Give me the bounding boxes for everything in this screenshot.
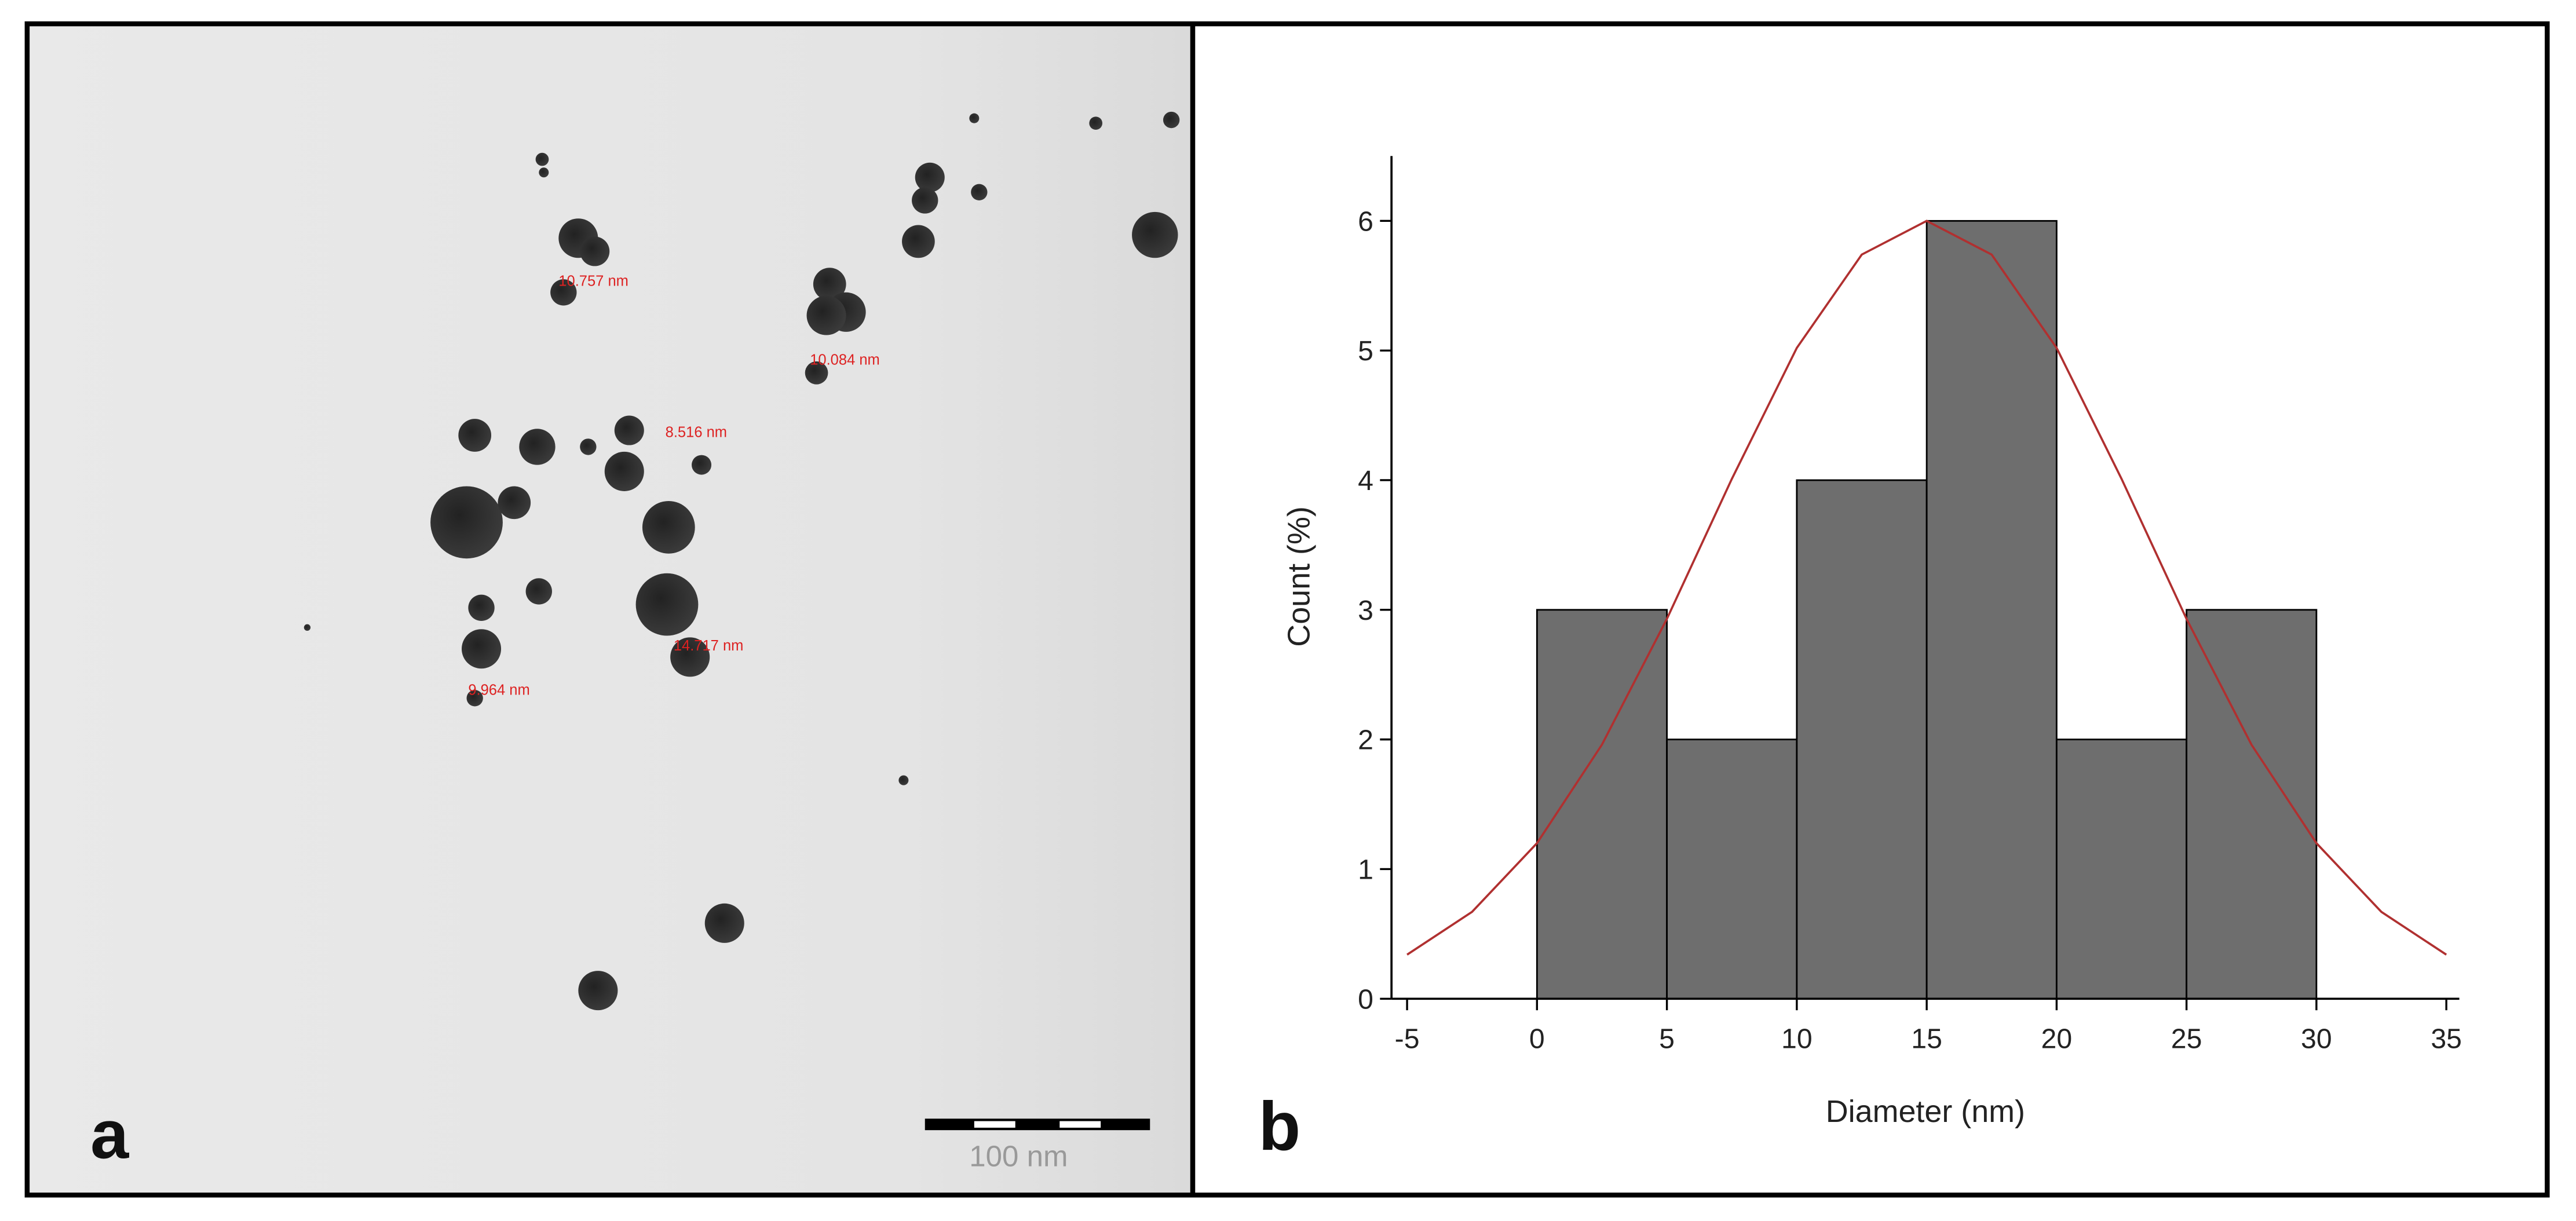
panel-label: b [1258,1088,1300,1165]
x-axis-title: Diameter (nm) [1826,1094,2025,1129]
x-tick-label: 10 [1781,1023,1813,1054]
bar [1536,609,1668,1000]
y-tick-label: 6 [1358,206,1373,237]
x-tick-label: 30 [2301,1023,2332,1054]
x-tick-label: -5 [1395,1023,1420,1054]
y-tick-label: 3 [1358,595,1373,626]
scale-label: 100 nm [969,1140,1068,1173]
panel-label: a [90,1096,129,1173]
frame [24,21,2550,1198]
x-tick-label: 5 [1659,1023,1675,1054]
fit-curve [1406,220,2447,956]
bar [1666,739,1798,1000]
plot: 0 1 2 3 4 5 6 -5 0 5 10 15 20 25 30 35 [1358,156,2462,1054]
size-label: 9.964 nm [468,682,529,699]
x-tick-label: 15 [1911,1023,1942,1054]
scale-bar: 100 nm [925,1118,1150,1173]
bar [2055,739,2188,1000]
particles [304,111,1180,1011]
y-axis-title: Count (%) [1281,506,1316,647]
y-tick-label: 5 [1358,335,1373,367]
size-label: 10.757 nm [558,273,629,289]
y-tick-label: 1 [1358,854,1373,885]
bar [2186,609,2318,1000]
tem-panel: 10.757 nm 10.084 nm 8.516 nm 14.717 nm 9… [30,24,1193,1194]
x-tick-label: 35 [2431,1023,2462,1054]
annotations: 10.757 nm 10.084 nm 8.516 nm 14.717 nm 9… [468,273,879,698]
tem-image [30,24,1193,1194]
size-label: 10.084 nm [810,352,880,368]
bar [1925,220,2058,1000]
x-tick-label: 0 [1529,1023,1545,1054]
y-tick-label: 0 [1358,984,1373,1015]
bar [1796,479,1928,1000]
size-label: 8.516 nm [666,424,727,440]
y-tick-label: 2 [1358,725,1373,756]
size-label: 14.717 nm [674,638,744,654]
x-tick-label: 25 [2171,1023,2202,1054]
x-tick-label: 20 [2041,1023,2073,1054]
y-tick-label: 4 [1358,465,1373,496]
